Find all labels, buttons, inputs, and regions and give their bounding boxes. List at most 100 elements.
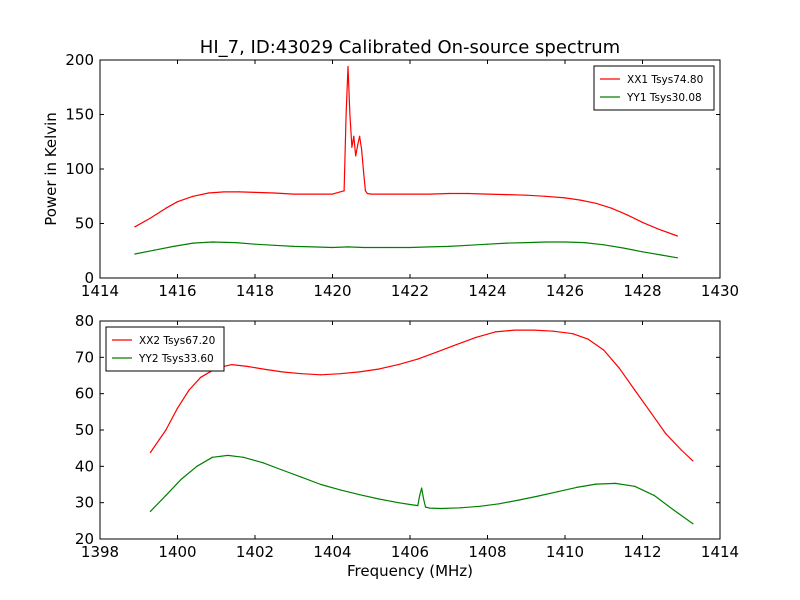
legend: XX1 Tsys74.80 YY1 Tsys30.08 (593, 65, 715, 111)
data-point (262, 368, 264, 370)
data-point (665, 433, 667, 435)
x-tick-label: 1412 (623, 543, 661, 561)
x-tick-label: 1402 (236, 543, 274, 561)
data-point (467, 244, 469, 246)
data-point (200, 376, 202, 378)
data-point (397, 364, 399, 366)
x-tick-label: 1408 (468, 543, 506, 561)
y-tick-label: 80 (75, 312, 94, 330)
x-tick-label: 1420 (313, 282, 351, 300)
y-tick-label: 70 (75, 348, 94, 366)
data-point (153, 249, 155, 251)
x-tick-label: 1416 (158, 282, 196, 300)
data-point (231, 364, 233, 366)
panel-1: 1414 1416 1418 1420 1422 1424 1426 1428 1430 0 50 1… (42, 51, 739, 300)
data-point (622, 247, 624, 249)
data-point (417, 504, 419, 507)
data-point (366, 192, 368, 195)
data-point (165, 494, 167, 496)
data-point (176, 407, 179, 409)
data-point (564, 241, 566, 243)
data-point (422, 498, 425, 500)
data-point (641, 221, 644, 224)
data-point (537, 495, 539, 497)
data-point (293, 245, 295, 247)
data-point (649, 411, 651, 413)
data-point (173, 245, 175, 247)
x-tick-label: 1414 (81, 282, 119, 300)
x-tick-label: 1428 (623, 282, 661, 300)
data-point (390, 246, 392, 249)
data-point (517, 499, 520, 501)
x-tick-label: 1424 (468, 282, 506, 300)
data-point (192, 195, 194, 197)
data-point (440, 507, 442, 510)
data-point (657, 228, 659, 230)
data-point (680, 449, 682, 451)
data-point (176, 201, 179, 203)
legend-label: YY2 Tsys33.60 (138, 353, 214, 365)
data-point (390, 193, 392, 195)
data-point (355, 155, 357, 157)
data-point (506, 242, 508, 244)
data-point (653, 494, 655, 496)
data-point (576, 486, 578, 489)
data-point (417, 358, 419, 360)
data-point (525, 241, 527, 244)
data-point (320, 374, 322, 376)
data-point (498, 503, 500, 505)
data-point (676, 235, 678, 237)
data-point (448, 245, 450, 247)
data-point (165, 207, 167, 209)
data-point (312, 193, 314, 195)
panel-2: 1398 1400 1402 1404 1406 1408 1410 1412 1414 20 30… (75, 312, 739, 580)
data-point (409, 503, 411, 506)
data-point (246, 365, 248, 368)
y-tick-label: 100 (65, 160, 94, 178)
data-point (238, 191, 241, 193)
data-point (572, 333, 574, 335)
data-point (339, 489, 341, 491)
x-tick-label: 1400 (158, 543, 196, 561)
data-point (254, 191, 256, 194)
y-tick-label: 40 (75, 457, 94, 475)
data-point (339, 373, 341, 375)
data-point (467, 192, 469, 195)
data-point (378, 368, 380, 370)
data-point (424, 506, 427, 508)
y-tick-label: 150 (65, 106, 94, 124)
data-point (192, 242, 194, 244)
data-point (149, 217, 151, 219)
x-tick-label: 1410 (546, 543, 584, 561)
y-tick-label: 50 (75, 215, 94, 233)
data-point (320, 483, 322, 486)
figure-title: HI_7, ID:43029 Calibrated On-source spec… (200, 37, 620, 58)
data-point (525, 194, 527, 196)
data-point (362, 246, 365, 249)
data-point (196, 465, 198, 467)
data-point (359, 494, 361, 496)
data-point (618, 367, 620, 369)
y-tick-label: 200 (65, 51, 94, 69)
data-point (293, 193, 295, 195)
data-point (514, 329, 516, 331)
series-line-xx2 (149, 329, 694, 462)
data-point (486, 243, 489, 245)
data-point (351, 146, 353, 148)
legend-label: XX2 Tsys67.20 (139, 335, 215, 347)
data-point (494, 331, 496, 333)
data-point (475, 336, 477, 338)
data-point (312, 246, 314, 248)
data-point (188, 389, 190, 391)
data-point (634, 389, 636, 391)
data-point (397, 502, 399, 504)
data-point (165, 429, 167, 431)
legend-label: XX1 Tsys74.80 (627, 74, 703, 86)
data-point (556, 491, 558, 493)
data-point (428, 246, 430, 248)
data-point (436, 351, 438, 353)
data-point (587, 338, 589, 340)
data-point (300, 476, 303, 478)
x-axis-label: Frequency (MHz) (347, 562, 473, 580)
data-point (676, 257, 678, 259)
